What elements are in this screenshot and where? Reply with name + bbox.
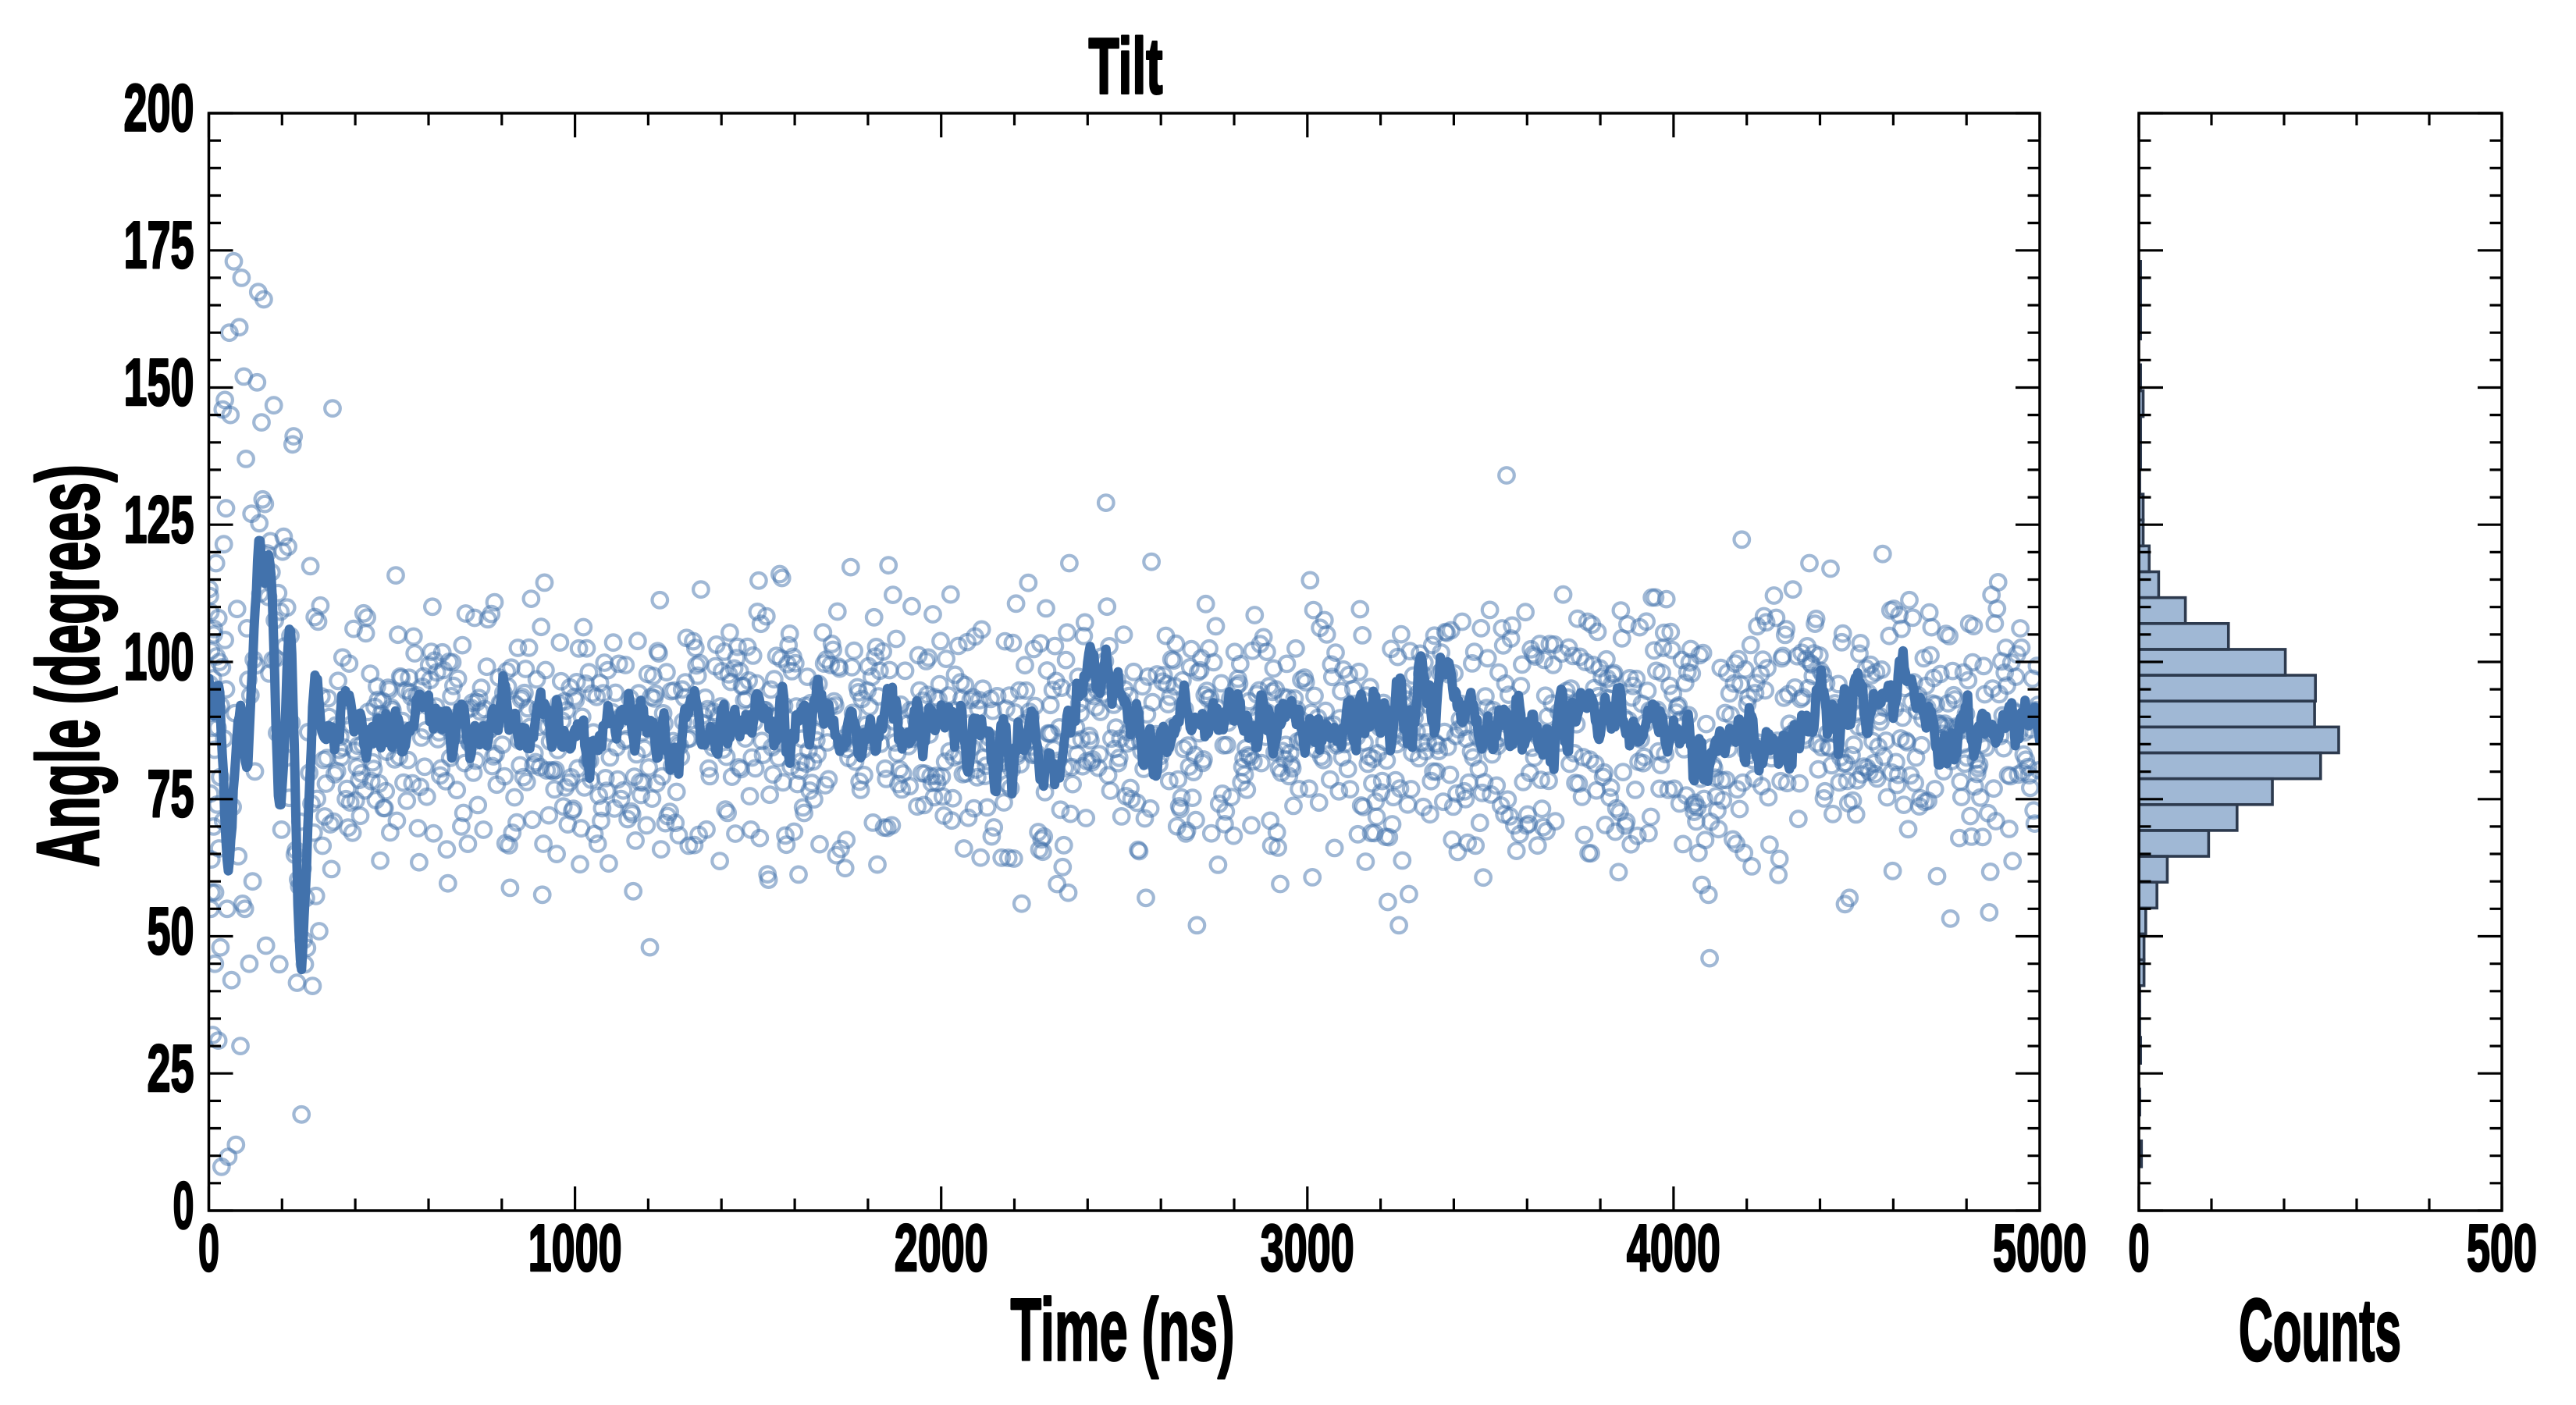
svg-text:4000: 4000 [1627, 1211, 1720, 1286]
svg-text:0: 0 [173, 1169, 194, 1243]
svg-text:Angle (degrees): Angle (degrees) [19, 464, 118, 867]
svg-text:125: 125 [124, 483, 194, 557]
svg-text:100: 100 [124, 621, 194, 695]
svg-text:5000: 5000 [1993, 1211, 2087, 1286]
svg-text:200: 200 [124, 72, 194, 146]
svg-text:25: 25 [148, 1032, 194, 1106]
svg-text:2000: 2000 [895, 1211, 988, 1286]
svg-text:175: 175 [124, 208, 194, 283]
svg-text:0: 0 [198, 1211, 219, 1286]
svg-text:75: 75 [148, 757, 194, 831]
svg-text:Counts: Counts [2239, 1281, 2401, 1380]
svg-text:3000: 3000 [1261, 1211, 1354, 1286]
svg-text:1000: 1000 [528, 1211, 622, 1286]
svg-text:150: 150 [124, 346, 194, 420]
svg-text:50: 50 [148, 895, 194, 969]
svg-text:Tilt: Tilt [1089, 22, 1163, 111]
svg-text:Time (ns): Time (ns) [1011, 1281, 1235, 1380]
svg-text:0: 0 [2129, 1211, 2150, 1286]
svg-text:500: 500 [2467, 1211, 2537, 1286]
